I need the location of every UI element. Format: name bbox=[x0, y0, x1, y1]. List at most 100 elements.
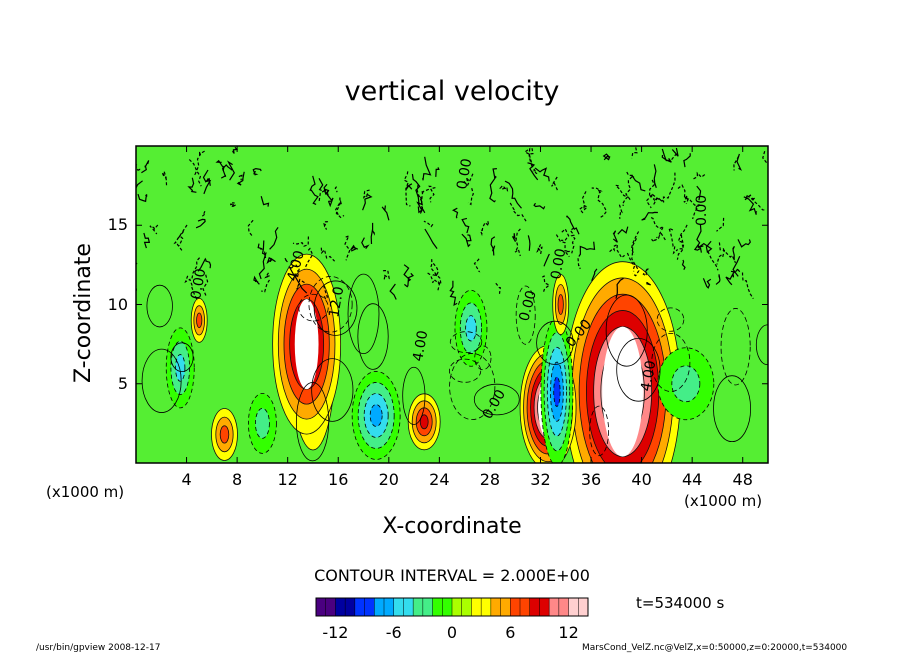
velocity-cell bbox=[211, 408, 238, 461]
noise-contour bbox=[422, 156, 432, 181]
noise-contour bbox=[173, 224, 188, 252]
mid-contour bbox=[308, 276, 353, 333]
colorbar-bin bbox=[481, 598, 492, 616]
contour-label: 4.00 bbox=[284, 249, 308, 283]
colorbar-bin bbox=[568, 598, 579, 616]
noise-contour bbox=[403, 264, 412, 282]
noise-contour bbox=[569, 227, 576, 254]
colorbar-bin bbox=[558, 598, 570, 616]
mid-contour bbox=[170, 342, 194, 373]
x-tick-label: 24 bbox=[429, 470, 450, 489]
noise-contour bbox=[597, 190, 608, 219]
noise-contour bbox=[737, 239, 751, 248]
noise-contour bbox=[528, 148, 538, 175]
contour-label: 0.00 bbox=[694, 195, 710, 226]
velocity-cell bbox=[351, 371, 401, 460]
colorbar-bin bbox=[442, 598, 453, 616]
noise-contour bbox=[707, 251, 719, 271]
noise-contour bbox=[404, 272, 415, 288]
colorbar-bin bbox=[374, 598, 385, 616]
contour-level bbox=[671, 365, 701, 403]
noise-contour bbox=[295, 264, 300, 278]
noise-contour bbox=[310, 189, 319, 205]
noise-contour bbox=[417, 206, 423, 214]
noise-contour bbox=[579, 241, 596, 255]
noise-contour bbox=[504, 180, 522, 209]
mid-contour bbox=[347, 273, 380, 355]
contour-level bbox=[369, 404, 383, 427]
colorbar-bin bbox=[335, 598, 346, 616]
mid-contour bbox=[402, 366, 426, 425]
noise-contour bbox=[136, 168, 141, 171]
velocity-cell bbox=[247, 392, 277, 454]
noise-contour bbox=[463, 173, 474, 186]
noise-contour bbox=[650, 217, 667, 242]
noise-contour bbox=[577, 253, 582, 270]
colorbar-bin bbox=[413, 598, 424, 616]
noise-contour bbox=[631, 238, 640, 277]
noise-contour bbox=[292, 236, 309, 247]
noise-contour bbox=[602, 153, 611, 161]
noise-contour bbox=[495, 282, 501, 294]
colorbar-bin bbox=[316, 598, 327, 616]
noise-contour bbox=[741, 272, 754, 300]
noise-contour bbox=[696, 185, 702, 201]
velocity-cell bbox=[454, 289, 488, 367]
noise-contour bbox=[681, 259, 686, 270]
colorbar-bin bbox=[325, 598, 336, 616]
noise-contour bbox=[733, 155, 740, 171]
noise-contour bbox=[296, 278, 305, 290]
x-tick-label: 44 bbox=[681, 470, 703, 489]
footer-program: /usr/bin/gpview 2008-12-17 bbox=[36, 643, 161, 653]
noise-contour bbox=[230, 202, 236, 208]
x-unit-left: (x1000 m) bbox=[46, 483, 125, 501]
noise-contour bbox=[645, 193, 664, 209]
contour-label: 4.00 bbox=[638, 359, 659, 392]
mid-contour bbox=[536, 320, 574, 365]
noise-contour bbox=[288, 265, 308, 294]
x-tick-label: 40 bbox=[631, 470, 652, 489]
mid-contour bbox=[656, 307, 685, 332]
x-tick-label: 16 bbox=[328, 470, 349, 489]
contour-interval: CONTOUR INTERVAL = 2.000E+00 bbox=[314, 566, 590, 585]
noise-contour bbox=[416, 196, 426, 214]
noise-contour bbox=[617, 226, 629, 235]
noise-contour bbox=[428, 185, 436, 203]
contour-level bbox=[465, 315, 477, 342]
colorbar-bin bbox=[510, 598, 521, 616]
y-tick-label: 10 bbox=[107, 294, 128, 314]
noise-contour bbox=[762, 151, 768, 165]
mid-contour bbox=[713, 375, 752, 443]
noise-contour bbox=[236, 171, 245, 186]
noise-contour bbox=[668, 227, 679, 255]
noise-contour bbox=[420, 188, 430, 208]
colorbar-tick-label: -6 bbox=[385, 623, 402, 642]
noise-contour bbox=[194, 150, 205, 176]
noise-contour bbox=[323, 285, 329, 300]
noise-contour bbox=[203, 177, 212, 195]
noise-contour bbox=[745, 193, 756, 201]
noise-contour bbox=[335, 197, 345, 219]
noise-contour bbox=[591, 187, 603, 192]
noise-contour bbox=[527, 162, 539, 181]
noise-contour bbox=[509, 202, 528, 223]
contour-level bbox=[419, 414, 429, 430]
noise-contour bbox=[260, 196, 270, 207]
colorbar-bin bbox=[529, 598, 540, 616]
colorbar-bin bbox=[578, 598, 589, 616]
colorbar-frame bbox=[315, 597, 589, 617]
noise-contour bbox=[662, 172, 676, 203]
noise-contour bbox=[489, 176, 496, 203]
contour-level bbox=[196, 312, 203, 329]
velocity-cell bbox=[407, 393, 441, 451]
x-unit-right: (x1000 m) bbox=[684, 492, 763, 510]
noise-contour bbox=[651, 234, 661, 242]
mid-contour bbox=[449, 331, 483, 354]
saturated-core bbox=[294, 299, 319, 390]
noise-contour bbox=[323, 221, 329, 230]
noise-contour bbox=[676, 234, 685, 260]
colorbar-bin bbox=[393, 598, 404, 616]
noise-contour bbox=[555, 234, 570, 258]
noise-contour bbox=[511, 233, 517, 242]
